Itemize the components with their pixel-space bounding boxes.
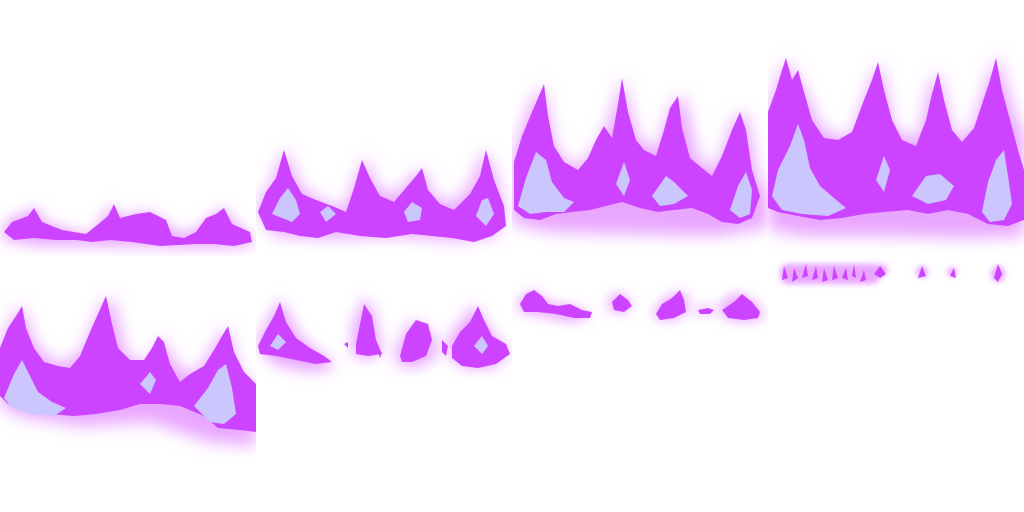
flame-body — [4, 204, 252, 246]
flame-core — [772, 124, 1012, 222]
flame-core — [272, 188, 494, 226]
flame-frame-8-art — [780, 264, 1005, 284]
flame-frame-6-art — [256, 296, 510, 372]
flame-body — [0, 296, 256, 432]
flame-frame-3-art — [512, 78, 768, 236]
ember-body — [782, 264, 1002, 282]
flame-frame-8 — [768, 256, 1024, 512]
flame-frame-1-art — [2, 204, 254, 248]
flame-body — [514, 78, 760, 224]
flame-body — [768, 58, 1024, 226]
flame-body — [520, 290, 760, 320]
flame-frame-1 — [0, 0, 256, 256]
flame-frame-2-art — [256, 148, 506, 242]
flame-body — [258, 150, 506, 242]
flame-body — [258, 302, 510, 368]
flame-frame-5-art — [0, 296, 256, 446]
flame-frame-7 — [512, 256, 768, 512]
flame-frame-3 — [512, 0, 768, 256]
flame-glow — [256, 296, 510, 372]
flame-frame-7-art — [518, 290, 764, 322]
flame-core — [4, 360, 236, 424]
flame-frame-4-art — [768, 56, 1024, 238]
flame-frame-2 — [256, 0, 512, 256]
flame-frame-5 — [0, 256, 256, 512]
flame-frame-4 — [768, 0, 1024, 256]
flame-frame-6 — [256, 256, 512, 512]
flame-core — [518, 152, 752, 218]
